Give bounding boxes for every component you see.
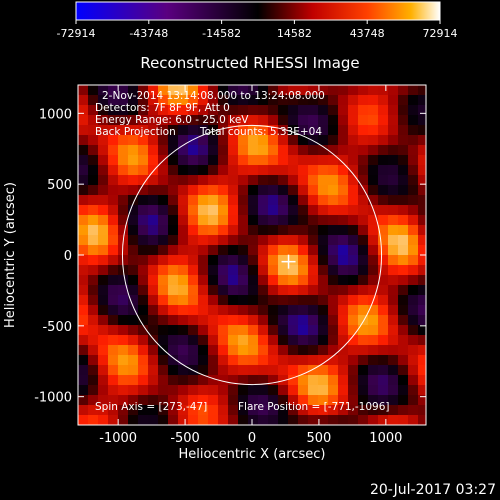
detectors: Detectors: 7F 8F 9F, Att 0 bbox=[95, 102, 230, 114]
solar-disk-circle bbox=[121, 124, 383, 386]
y-axis-ticks: 1000 500 0 -500 -1000 bbox=[34, 107, 426, 406]
x-axis-ticks: -1000 -500 0 500 1000 bbox=[99, 85, 402, 446]
spin-axis-text: Spin Axis = [273,-47] bbox=[95, 401, 207, 413]
energy-range: Energy Range: 6.0 - 25.0 keV bbox=[95, 114, 249, 126]
total-counts: Total counts: 5.33E+04 bbox=[199, 126, 322, 138]
x-tick-label: -1000 bbox=[99, 431, 137, 446]
colorbar-ticks: -72914 -43748 -14582 14582 43748 72914 bbox=[57, 20, 458, 40]
y-tick-label: 1000 bbox=[39, 107, 72, 122]
time-range: 2-Nov-2014 13:14:08.000 to 13:24:08.000 bbox=[102, 90, 325, 102]
method: Back Projection bbox=[95, 126, 176, 138]
x-tick-label: -500 bbox=[170, 431, 200, 446]
colorbar-tick-label: 14582 bbox=[277, 27, 312, 40]
y-tick-label: 0 bbox=[64, 249, 72, 264]
heatmap-image bbox=[78, 85, 426, 425]
colorbar-tick-label: -72914 bbox=[57, 27, 96, 40]
x-tick-label: 500 bbox=[307, 431, 332, 446]
colorbar-tick-label: -43748 bbox=[129, 27, 168, 40]
colorbar-tick-label: 72914 bbox=[423, 27, 458, 40]
x-tick-label: 0 bbox=[248, 431, 256, 446]
colorbar-tick-label: 43748 bbox=[350, 27, 385, 40]
timestamp: 20-Jul-2017 03:27 bbox=[370, 482, 496, 498]
x-tick-label: 1000 bbox=[369, 431, 402, 446]
y-tick-label: 500 bbox=[47, 178, 72, 193]
x-axis-label: Heliocentric X (arcsec) bbox=[179, 447, 326, 462]
colorbar bbox=[75, 1, 441, 21]
chart-title: Reconstructed RHESSI Image bbox=[140, 54, 359, 72]
y-tick-label: -1000 bbox=[34, 391, 72, 406]
colorbar-tick-label: -14582 bbox=[202, 27, 241, 40]
spin-axis-marker bbox=[281, 254, 296, 269]
y-tick-label: -500 bbox=[42, 320, 72, 335]
flare-position-text: Flare Position = [-771,-1096] bbox=[238, 401, 390, 413]
y-axis-label: Heliocentric Y (arcsec) bbox=[3, 182, 18, 328]
